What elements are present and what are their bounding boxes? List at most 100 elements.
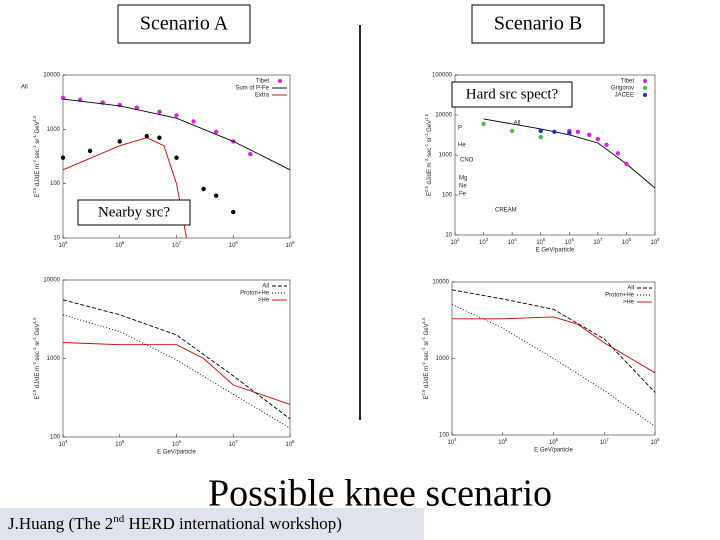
series-line (62, 299, 291, 420)
scenario-b: Scenario B (494, 13, 582, 35)
note-box (451, 81, 573, 108)
y-tick-label: 10 (445, 233, 452, 239)
data-point (213, 129, 219, 135)
series-line (62, 342, 291, 405)
footer-text: J.Huang (The 2 (8, 514, 113, 533)
x-tick-label: 107 (229, 439, 239, 448)
x-tick-label: 108 (622, 237, 632, 246)
x-tick-label: 105 (536, 237, 546, 246)
data-point (191, 119, 196, 124)
data-point (60, 155, 66, 160)
y-tick-label: 100 (442, 193, 453, 199)
x-axis-label: E GeV/particle (534, 448, 573, 454)
legend-label: Grigorov (611, 86, 634, 92)
x-axis-label: E GeV/particle (157, 450, 196, 456)
legend-label: >He (258, 298, 270, 304)
footer-sup: nd (113, 513, 125, 525)
data-point (87, 148, 93, 154)
y-axis-label: E2.5 dJ/dE m-2 sec-1 sr-1 GeV1.5 (424, 113, 433, 196)
data-point (157, 135, 162, 140)
footer: J.Huang (The 2nd HERD international work… (8, 513, 342, 533)
annotation: CREAM (495, 208, 517, 214)
legend-label: Extra (255, 93, 270, 99)
data-point (231, 209, 236, 215)
legend-label: Sum of P-Fe (235, 86, 269, 92)
annotation: Mg (459, 176, 467, 182)
data-point (509, 128, 515, 134)
y-tick-label: 100000 (432, 73, 453, 79)
data-point (624, 161, 629, 167)
series-line (451, 289, 656, 393)
legend-label: Proton+He (605, 293, 635, 299)
note: Nearby src? (98, 204, 170, 220)
legend-marker (278, 79, 282, 83)
x-tick-label: 103 (479, 237, 489, 246)
data-point (201, 186, 206, 192)
data-point (595, 136, 601, 142)
legend-marker (643, 93, 647, 97)
data-point (538, 128, 543, 134)
y-tick-label: 100 (50, 181, 61, 187)
y-tick-label: 10000 (432, 280, 449, 286)
y-tick-label: 10000 (435, 113, 452, 119)
data-point (552, 129, 557, 135)
legend-label: Proton+He (240, 291, 270, 297)
x-tick-label: 106 (172, 439, 182, 448)
legend-label: All (262, 284, 269, 290)
x-tick-label: 106 (565, 237, 575, 246)
data-point (481, 121, 486, 127)
y-axis-label: E2.5 dJ/dE m-2 sec-1 sr-1 GeV1.5 (32, 317, 41, 400)
x-tick-label: 105 (115, 439, 125, 448)
series-line (62, 137, 187, 239)
data-point (604, 142, 609, 147)
data-point (248, 151, 253, 157)
annotation: He (458, 143, 466, 149)
legend-label: JACEE (615, 93, 634, 99)
data-point (134, 105, 140, 110)
y-tick-label: 10000 (43, 278, 60, 284)
legend-label: >He (623, 300, 635, 306)
x-tick-label: 108 (650, 437, 660, 446)
y-tick-label: 1000 (439, 153, 453, 159)
x-tick-label: 102 (450, 237, 460, 246)
y-tick-label: 100 (50, 435, 61, 441)
x-tick-label: 107 (600, 437, 610, 446)
data-point (538, 134, 543, 140)
x-axis-label: E GeV/particle (536, 248, 575, 254)
data-point (117, 139, 122, 144)
note: Hard src spect? (466, 86, 559, 102)
y-tick-label: 1000 (47, 127, 61, 133)
data-point (615, 151, 621, 156)
series-line (62, 314, 291, 429)
scenario-b-box (471, 4, 605, 44)
series-line (451, 303, 656, 427)
x-tick-label: 104 (447, 437, 457, 446)
legend-label: Tibet (256, 79, 269, 85)
series-line (62, 98, 291, 171)
y-axis-label: E2.5 dJ/dE m-2 sec-1 sr-1 GeV1.5 (421, 317, 430, 400)
data-point (213, 193, 219, 198)
data-point (587, 132, 592, 137)
scenario-a-box (117, 4, 251, 44)
scenario-a: Scenario A (140, 13, 229, 35)
slide-title: Possible knee scenario (208, 473, 552, 515)
data-point (567, 131, 572, 136)
y-tick-label: 100 (439, 433, 450, 439)
y-axis-label: E2.5 dJ/dE m-2 sec-1 sr-1 GeV1.5 (32, 115, 41, 198)
x-tick-label: 109 (650, 237, 660, 246)
data-point (174, 155, 179, 160)
x-tick-label: 108 (285, 439, 295, 448)
legend-marker (643, 79, 647, 83)
footer-text: HERD international workshop) (124, 514, 342, 533)
legend-label: All (627, 286, 634, 292)
note-box (77, 199, 191, 226)
y-tick-label: 1000 (47, 356, 61, 362)
legend-label: Tibet (621, 79, 634, 85)
y-tick-label: 10 (53, 236, 60, 242)
x-tick-label: 104 (58, 439, 68, 448)
x-tick-label: 105 (498, 437, 508, 446)
annotation: Fe (459, 192, 467, 198)
series-line (452, 316, 656, 374)
